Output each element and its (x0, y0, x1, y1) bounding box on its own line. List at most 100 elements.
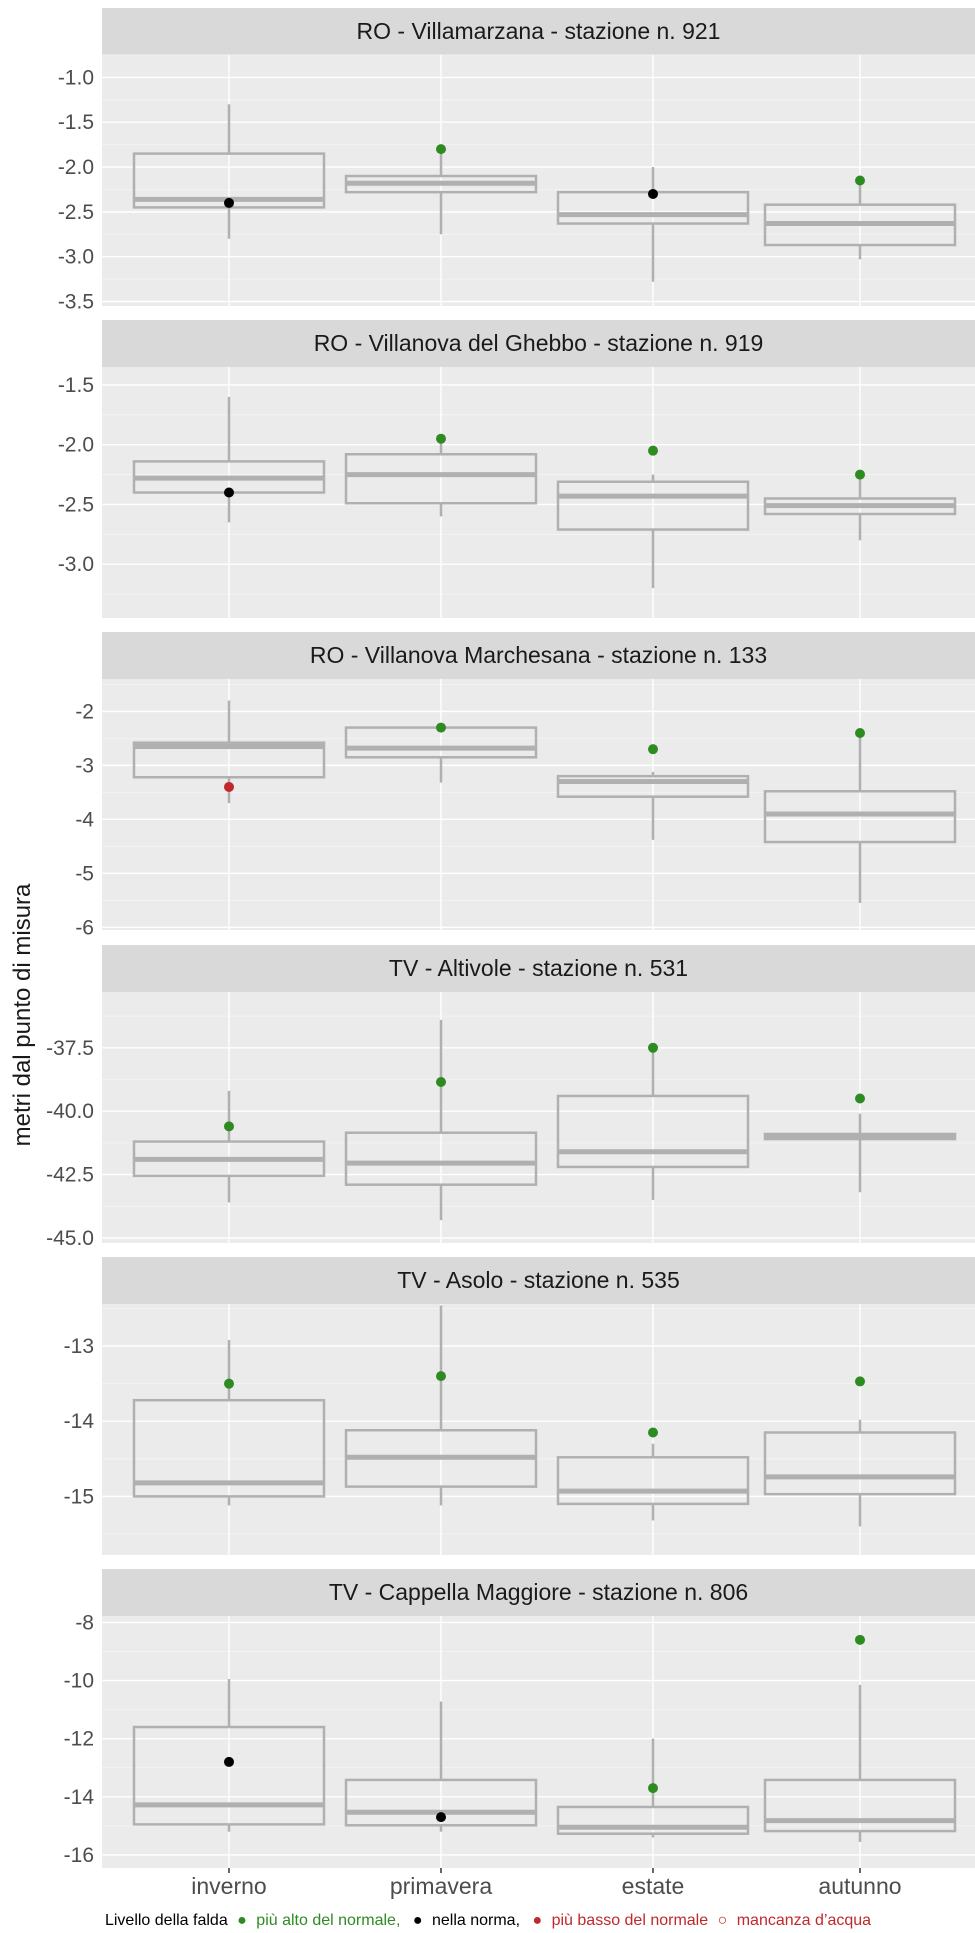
facet-title: TV - Asolo - stazione n. 535 (397, 1267, 680, 1293)
box-inverno (132, 1090, 326, 1203)
y-tick-label: -12 (64, 1728, 94, 1751)
y-axis-title: metri dal punto di misura (9, 883, 36, 1146)
facet-title: RO - Villamarzana - stazione n. 921 (357, 18, 721, 44)
point-normal (648, 188, 658, 199)
facet-panel: RO - Villanova Marchesana - stazione n. … (75, 632, 975, 939)
y-tick-label: -8 (75, 1611, 94, 1634)
y-tick-label: -1.0 (58, 66, 94, 89)
y-tick-label: -3.0 (58, 553, 94, 576)
facet-title: TV - Altivole - stazione n. 531 (389, 955, 688, 981)
plot-background (102, 55, 975, 306)
box-autunno (763, 1113, 957, 1193)
box-inverno (132, 1679, 326, 1832)
y-tick-label: -3 (75, 754, 94, 777)
point-above (648, 744, 658, 755)
legend-marker-dry: ○ (718, 1912, 728, 1929)
box-iqr (132, 741, 326, 779)
point-above (224, 1378, 234, 1389)
point-above (436, 722, 446, 733)
box-iqr (763, 1778, 957, 1833)
facet-title: TV - Cappella Maggiore - stazione n. 806 (329, 1579, 748, 1605)
legend-label-below: più basso del normale (552, 1912, 709, 1929)
panels-layer: RO - Villamarzana - stazione n. 921 -1.0 -… (46, 8, 975, 1868)
y-tick-label: -14 (64, 1786, 95, 1809)
point-above (855, 469, 865, 480)
y-tick-label: -2.5 (58, 493, 94, 516)
point-below (224, 781, 234, 792)
facet-panel: TV - Cappella Maggiore - stazione n. 806… (64, 1569, 975, 1868)
point-normal (224, 487, 234, 498)
point-above (855, 1634, 865, 1645)
facet-panel: RO - Villanova del Ghebbo - stazione n. … (58, 320, 975, 618)
point-above (855, 727, 865, 738)
facet-title: RO - Villanova Marchesana - stazione n. … (310, 642, 767, 668)
y-tick-label: -15 (64, 1485, 94, 1508)
box-iqr (763, 1431, 957, 1496)
box-iqr (344, 1778, 538, 1827)
point-above (436, 433, 446, 444)
box-iqr (763, 790, 957, 844)
facet-strip (102, 632, 975, 679)
box-autunno (763, 732, 957, 904)
facet-strip (102, 320, 975, 367)
box-iqr (556, 774, 750, 798)
facet-panel: TV - Altivole - stazione n. 531 -37.5 -40.… (46, 945, 975, 1250)
box-iqr (556, 1094, 750, 1169)
box-primavera (344, 438, 538, 517)
box-estate (556, 771, 750, 840)
legend-marker-normal: ● (413, 1912, 423, 1929)
facet-strip (102, 8, 975, 55)
x-tick-label: estate (622, 1873, 685, 1899)
point-normal (224, 197, 234, 208)
y-tick-label: -6 (75, 916, 94, 939)
facet-title: RO - Villanova del Ghebbo - stazione n. … (314, 330, 764, 356)
y-tick-label: -2.5 (58, 201, 94, 224)
box-estate (556, 474, 750, 589)
point-above (648, 1783, 658, 1794)
box-inverno (132, 700, 326, 804)
box-estate (556, 1738, 750, 1838)
point-above (224, 1121, 234, 1132)
point-normal (224, 1756, 234, 1767)
y-tick-label: -10 (64, 1670, 94, 1693)
point-above (648, 1042, 658, 1053)
legend-marker-above: ● (237, 1912, 247, 1929)
point-above (436, 1077, 446, 1088)
y-tick-label: -5 (75, 862, 94, 885)
box-iqr (344, 1131, 538, 1186)
x-tick-label: autunno (818, 1873, 901, 1899)
y-tick-label: -2 (75, 700, 94, 723)
box-primavera (344, 1019, 538, 1221)
box-inverno (132, 1340, 326, 1506)
y-tick-label: -42.5 (46, 1164, 94, 1187)
point-above (855, 1093, 865, 1104)
y-tick-label: -40.0 (46, 1100, 94, 1123)
facet-panel: TV - Asolo - stazione n. 535 -13 -14 -15 (64, 1257, 975, 1555)
box-iqr (132, 1725, 326, 1826)
point-above (436, 1371, 446, 1382)
box-primavera (344, 150, 538, 235)
legend: Livello della falda ● più alto del norma… (105, 1912, 871, 1929)
y-tick-label: -4 (75, 808, 94, 831)
legend-marker-below: ● (532, 1912, 542, 1929)
y-tick-label: -37.5 (46, 1037, 94, 1060)
box-autunno (763, 474, 957, 541)
facet-strip (102, 945, 975, 992)
legend-label-above: più alto del normale, (256, 1912, 400, 1929)
plot-background (102, 992, 975, 1243)
y-tick-label: -45.0 (46, 1227, 94, 1250)
legend-label-normal: nella norma, (432, 1912, 520, 1929)
y-tick-label: -2.0 (58, 434, 94, 457)
legend-prefix: Livello della falda (105, 1912, 228, 1929)
y-tick-label: -1.5 (58, 374, 94, 397)
plot-background (102, 1304, 975, 1555)
y-tick-label: -3.0 (58, 246, 94, 269)
point-normal (436, 1812, 446, 1823)
y-tick-label: -2.0 (58, 156, 94, 179)
facet-strip (102, 1569, 975, 1616)
y-tick-label: -16 (64, 1844, 94, 1867)
y-tick-label: -13 (64, 1335, 94, 1358)
x-tick-label: inverno (191, 1873, 266, 1899)
legend-label-dry: mancanza d’acqua (737, 1912, 871, 1929)
